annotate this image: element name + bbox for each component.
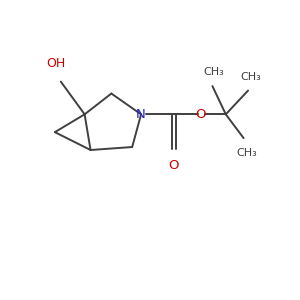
Text: CH₃: CH₃ — [236, 148, 257, 158]
Text: CH₃: CH₃ — [241, 72, 261, 82]
Text: O: O — [195, 108, 206, 121]
Text: O: O — [169, 159, 179, 172]
Text: N: N — [136, 108, 146, 121]
Text: OH: OH — [47, 57, 66, 70]
Text: CH₃: CH₃ — [203, 67, 224, 77]
